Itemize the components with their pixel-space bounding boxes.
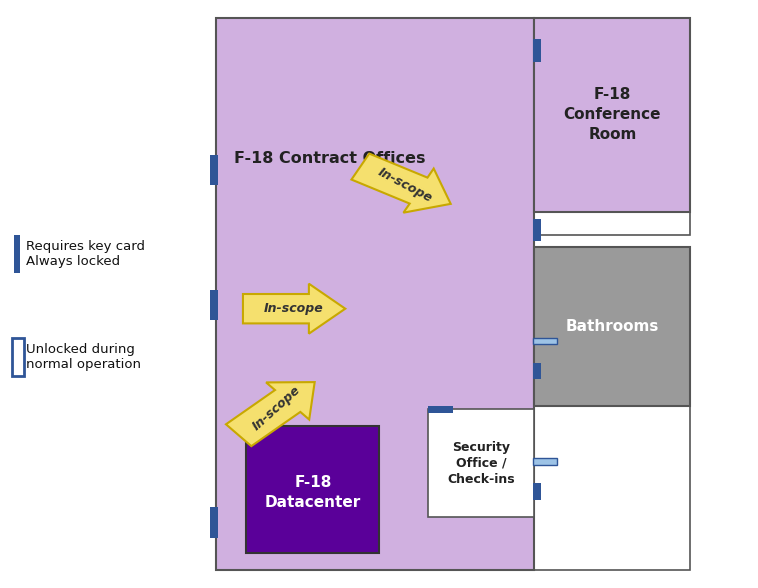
FancyArrow shape [226, 382, 315, 446]
Bar [246, 426, 379, 553]
Bar [534, 247, 690, 406]
Bar [534, 406, 690, 570]
FancyBboxPatch shape [12, 338, 24, 376]
Text: In-scope: In-scope [376, 165, 435, 205]
Text: F-18
Conference
Room: F-18 Conference Room [564, 88, 661, 142]
Bar [533, 458, 557, 465]
Text: F-18 Contract Offices: F-18 Contract Offices [234, 151, 425, 166]
Bar [534, 212, 690, 235]
Text: Requires key card
Always locked: Requires key card Always locked [26, 240, 145, 268]
Bar [428, 406, 453, 413]
Text: In-scope: In-scope [250, 384, 303, 433]
Bar [210, 290, 218, 320]
Bar [533, 219, 541, 241]
Bar [428, 409, 534, 517]
Text: Unlocked during
normal operation: Unlocked during normal operation [26, 343, 141, 371]
Bar [533, 338, 557, 344]
Text: Security
Office /
Check-ins: Security Office / Check-ins [447, 441, 515, 486]
Bar [14, 235, 20, 273]
Bar [210, 155, 218, 185]
Bar [533, 483, 541, 500]
Bar [216, 18, 534, 570]
Text: In-scope: In-scope [265, 302, 324, 315]
Bar [533, 39, 541, 62]
Bar [533, 363, 541, 379]
Text: F-18
Datacenter: F-18 Datacenter [265, 475, 361, 510]
Text: Bathrooms: Bathrooms [565, 319, 659, 334]
Bar [210, 507, 218, 538]
FancyArrow shape [243, 284, 346, 334]
Bar [534, 18, 690, 212]
FancyArrow shape [352, 153, 451, 213]
